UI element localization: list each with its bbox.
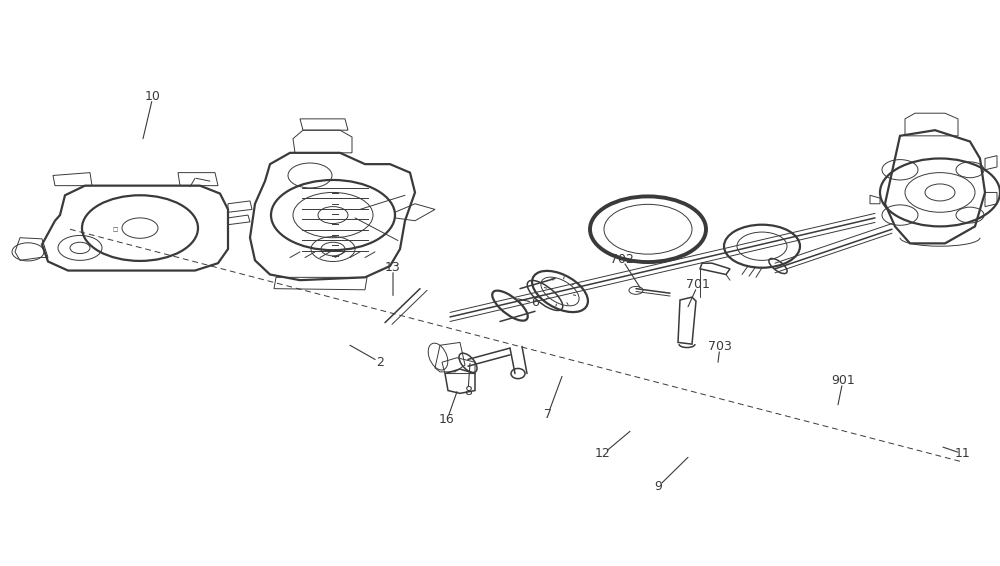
- Text: 11: 11: [955, 448, 971, 460]
- Text: 9: 9: [654, 481, 662, 493]
- Text: 901: 901: [831, 374, 855, 387]
- Text: 2: 2: [376, 356, 384, 368]
- Text: 16: 16: [439, 414, 455, 426]
- Text: 702: 702: [610, 253, 634, 265]
- Text: 12: 12: [595, 448, 611, 460]
- Text: 8: 8: [464, 385, 472, 398]
- Text: 10: 10: [145, 90, 161, 102]
- Text: □: □: [112, 227, 118, 231]
- Text: 13: 13: [385, 261, 401, 273]
- Text: 7: 7: [544, 408, 552, 421]
- Text: 701: 701: [686, 278, 710, 291]
- Text: 6: 6: [531, 297, 539, 309]
- Text: 703: 703: [708, 340, 732, 353]
